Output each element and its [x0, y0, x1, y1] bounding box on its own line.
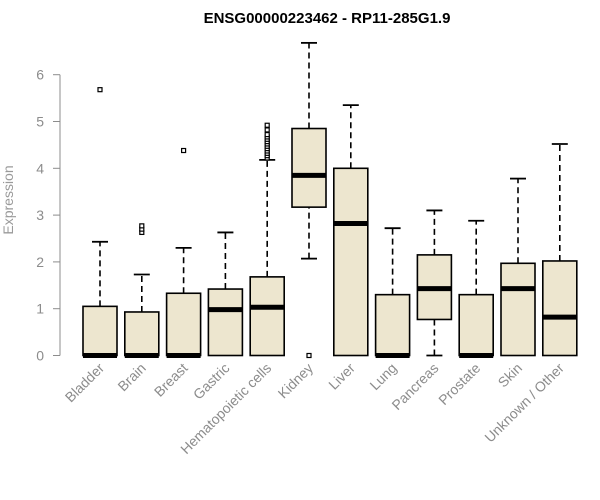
boxes-group [82, 41, 578, 359]
box-iqr [207, 288, 244, 357]
box-iqr [291, 127, 327, 208]
x-tick-label: Liver [325, 360, 358, 393]
chart-title: ENSG00000223462 - RP11-285G1.9 [204, 10, 451, 27]
outlier-point [264, 132, 270, 138]
x-tick-label: Brain [114, 360, 148, 394]
y-tick-label: 5 [36, 114, 44, 130]
box-unknown-other [541, 143, 578, 357]
box-iqr [124, 311, 160, 357]
box-iqr [374, 293, 411, 357]
box-kidney [291, 41, 327, 359]
box-iqr [165, 292, 202, 357]
y-tick-label: 4 [36, 160, 44, 176]
y-tick-label: 0 [36, 348, 44, 364]
outlier-point [181, 147, 187, 154]
y-tick-label: 2 [36, 254, 44, 270]
box-iqr [82, 305, 118, 357]
y-tick-label: 6 [36, 67, 44, 83]
x-tick-label: Kidney [275, 360, 317, 402]
x-tick-label: Skin [495, 360, 526, 391]
box-iqr [249, 276, 285, 357]
y-axis: 0 1 2 3 4 5 6 [36, 67, 61, 364]
box-iqr [458, 293, 495, 357]
box-skin [500, 177, 536, 357]
box-breast [165, 147, 202, 358]
outlier-point [264, 127, 270, 133]
box-brain [124, 223, 160, 358]
box-bladder [82, 87, 118, 358]
y-tick-label: 1 [36, 301, 44, 317]
box-pancreas [416, 209, 453, 357]
box-prostate [458, 219, 495, 358]
box-hematopoietic-cells [249, 122, 285, 357]
x-tick-label: Prostate [435, 360, 483, 408]
box-iqr [500, 262, 536, 357]
outlier-point [264, 122, 270, 128]
x-tick-label: Bladder [62, 360, 108, 406]
box-gastric [207, 231, 244, 357]
y-tick-label: 3 [36, 207, 44, 223]
x-tick-label: Unknown / Other [481, 360, 567, 446]
outlier-point [97, 87, 103, 93]
box-lung [374, 227, 411, 358]
box-iqr [332, 167, 369, 357]
y-axis-label: Expression [0, 165, 16, 234]
box-liver [332, 104, 369, 357]
outlier-point [139, 223, 145, 229]
box-iqr [541, 260, 578, 357]
outlier-point [306, 352, 312, 359]
x-tick-label: Lung [366, 360, 399, 393]
x-tick-label: Breast [151, 360, 191, 400]
